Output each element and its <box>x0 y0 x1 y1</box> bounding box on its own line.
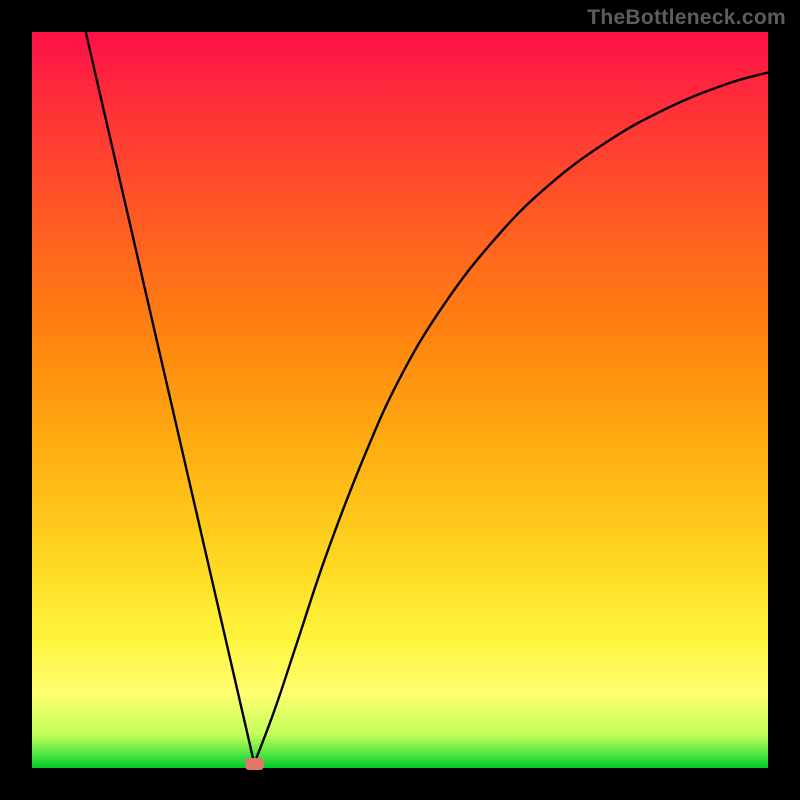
plot-area <box>32 32 768 768</box>
optimal-point-marker[interactable] <box>245 758 264 770</box>
curve-path <box>86 32 768 764</box>
bottleneck-curve <box>32 32 768 768</box>
watermark-text: TheBottleneck.com <box>587 6 786 30</box>
